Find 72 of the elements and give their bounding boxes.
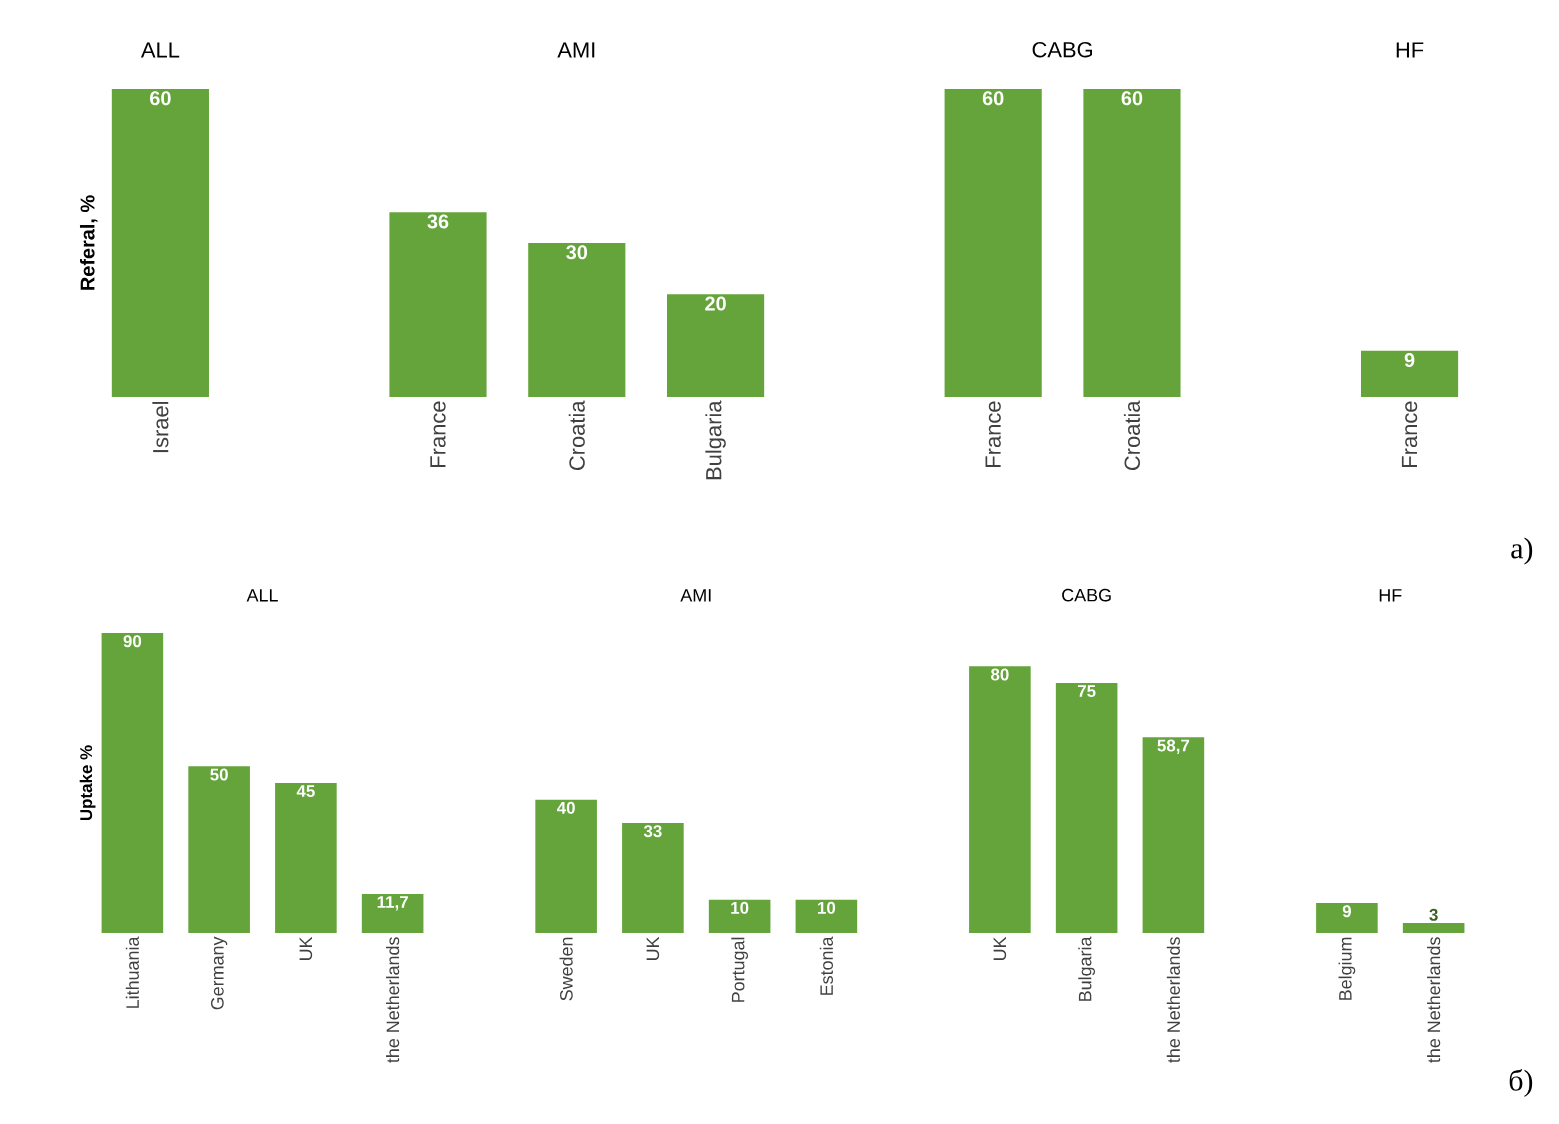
bar [275, 783, 337, 933]
data-label: 45 [296, 785, 315, 798]
data-label: 20 [705, 296, 726, 311]
text: a) [1511, 537, 1533, 565]
data-label: 75 [1077, 685, 1096, 698]
data-label: 10 [818, 901, 836, 914]
bar [1316, 903, 1378, 933]
x-tick-label: France [430, 401, 446, 467]
y-axis-title: Referal, % [79, 195, 98, 290]
data-label: 9 [1404, 352, 1415, 368]
text: CABG [1032, 41, 1092, 58]
x-tick-label: UK [646, 936, 660, 961]
bar [1055, 682, 1118, 933]
x-tick-label: Croatia [568, 400, 585, 471]
bar [944, 88, 1042, 397]
x-tick-label: Sweden [559, 937, 573, 1001]
x-tick-label: Estonia [819, 936, 833, 995]
data-label: 90 [123, 635, 142, 648]
text: CABG [1062, 588, 1111, 602]
text: ALL [140, 42, 180, 58]
x-tick-label: Bulgaria [705, 400, 726, 480]
data-label: 10 [731, 901, 749, 914]
x-tick-label: Portugal [731, 937, 748, 1002]
bar [1142, 737, 1205, 933]
x-tick-label: Croatia [1123, 400, 1141, 471]
y-axis-title: Uptake % [79, 745, 96, 821]
data-label: 80 [991, 668, 1009, 681]
x-tick-label: Belgium [1338, 937, 1356, 1000]
data-label: 40 [556, 801, 575, 814]
data-label: 60 [982, 91, 1004, 106]
bar [1083, 88, 1181, 397]
bar [111, 88, 209, 397]
bar [969, 666, 1031, 933]
x-tick-label: UK [299, 936, 313, 961]
data-label: 60 [1121, 91, 1143, 106]
x-tick-label: UK [993, 936, 1007, 961]
x-tick-label: Germany [211, 936, 228, 1010]
data-label: 30 [566, 245, 588, 260]
bar [1402, 923, 1465, 933]
bar [361, 894, 424, 933]
data-label: 9 [1342, 905, 1351, 918]
text: HF [1379, 589, 1402, 602]
data-label: 60 [150, 91, 171, 106]
data-label: 58,7 [1157, 739, 1190, 754]
data-label: 33 [643, 825, 662, 838]
bar [389, 212, 487, 397]
x-tick-label: the Netherlands [386, 937, 400, 1063]
text: HF [1396, 42, 1424, 58]
data-label: 50 [210, 768, 228, 781]
x-tick-label: Lithuania [125, 936, 139, 1008]
x-tick-label: the Netherlands [1166, 937, 1180, 1063]
text: AMI [680, 589, 711, 602]
bar [622, 823, 684, 933]
x-tick-label: the Netherlands [1427, 937, 1441, 1063]
x-tick-label: Israel [152, 401, 169, 453]
bar [708, 899, 771, 933]
bar [535, 799, 597, 933]
bar [667, 294, 765, 397]
text: ALL [246, 589, 278, 602]
x-tick-label: Bulgaria [1078, 936, 1095, 1001]
bar [795, 899, 858, 933]
bar [101, 632, 164, 933]
data-label: 11,7 [377, 896, 408, 911]
data-label: 3 [1429, 908, 1438, 921]
text: AMI [557, 42, 595, 58]
x-tick-label: France [1401, 401, 1418, 467]
bar [188, 766, 250, 933]
text: б) [1509, 1069, 1533, 1097]
bar [528, 242, 626, 397]
data-label: 36 [427, 214, 449, 229]
bar [1360, 350, 1459, 397]
x-tick-label: France [985, 401, 1001, 467]
